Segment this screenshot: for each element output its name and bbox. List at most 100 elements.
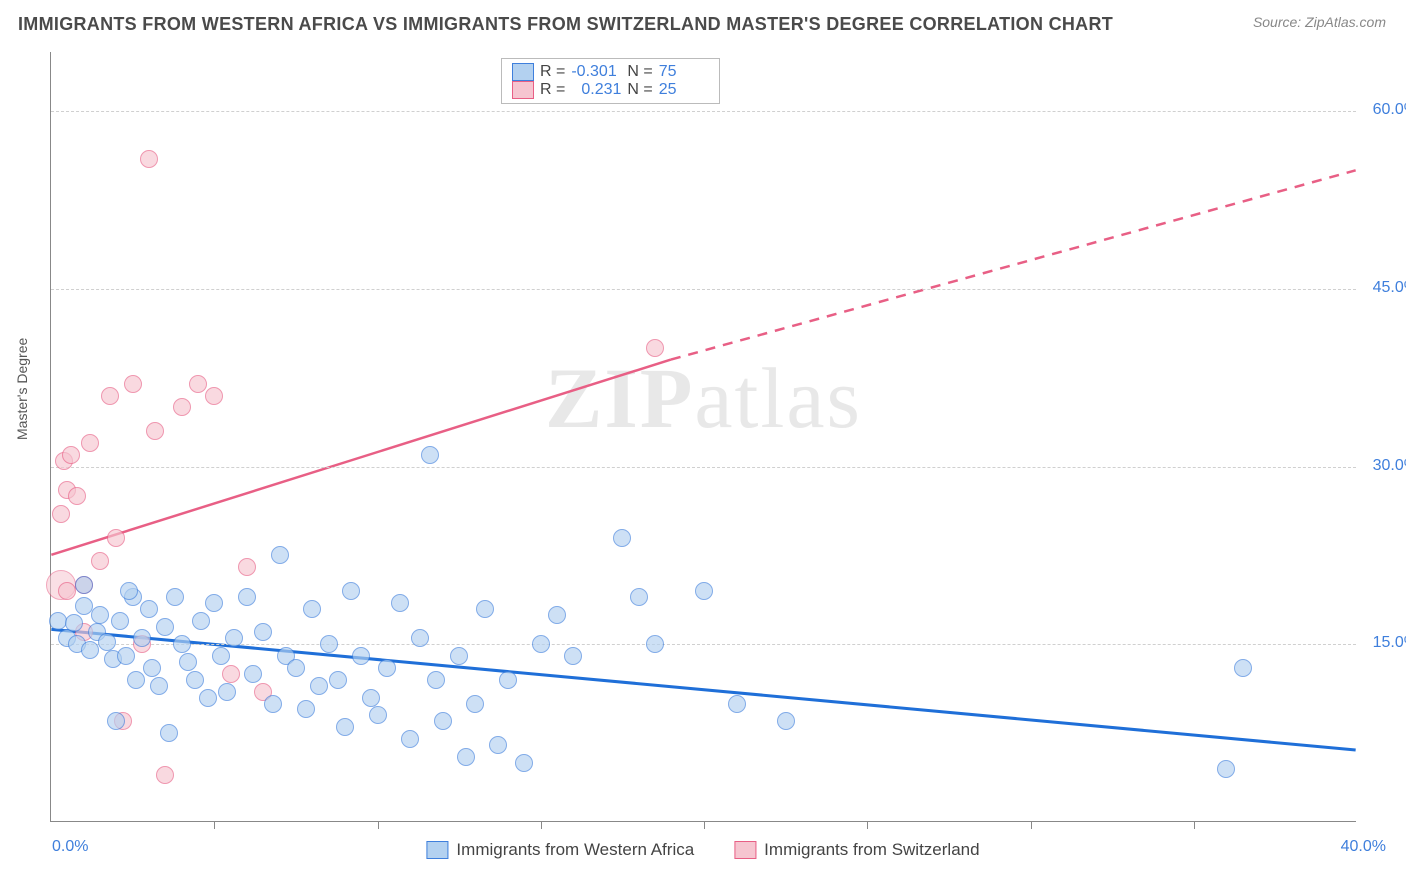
data-point <box>58 582 76 600</box>
series-label-b: Immigrants from Switzerland <box>764 840 979 860</box>
data-point <box>476 600 494 618</box>
y-tick-label: 45.0% <box>1363 279 1406 297</box>
data-point <box>91 606 109 624</box>
tick-mark-x <box>214 821 215 829</box>
data-point <box>52 505 70 523</box>
data-point <box>156 618 174 636</box>
data-point <box>146 422 164 440</box>
data-point <box>120 582 138 600</box>
data-point <box>271 546 289 564</box>
data-point <box>238 588 256 606</box>
legend-item-a: Immigrants from Western Africa <box>426 840 694 860</box>
tick-mark-x <box>378 821 379 829</box>
data-point <box>646 339 664 357</box>
data-point <box>401 730 419 748</box>
data-point <box>111 612 129 630</box>
swatch-icon <box>426 841 448 859</box>
data-point <box>140 600 158 618</box>
swatch-icon <box>734 841 756 859</box>
data-point <box>173 398 191 416</box>
data-point <box>189 375 207 393</box>
data-point <box>124 375 142 393</box>
data-point <box>457 748 475 766</box>
legend-item-b: Immigrants from Switzerland <box>734 840 979 860</box>
data-point <box>564 647 582 665</box>
data-point <box>218 683 236 701</box>
data-point <box>630 588 648 606</box>
data-point <box>81 434 99 452</box>
data-point <box>434 712 452 730</box>
data-point <box>143 659 161 677</box>
data-point <box>320 635 338 653</box>
data-point <box>303 600 321 618</box>
data-point <box>728 695 746 713</box>
data-point <box>499 671 517 689</box>
data-point <box>287 659 305 677</box>
x-tick-max: 40.0% <box>1341 838 1386 856</box>
data-point <box>466 695 484 713</box>
x-tick-min: 0.0% <box>52 838 88 856</box>
data-point <box>101 387 119 405</box>
data-point <box>1217 760 1235 778</box>
n-value-b: 25 <box>659 81 709 99</box>
n-value-a: 75 <box>659 63 709 81</box>
data-point <box>156 766 174 784</box>
data-point <box>91 552 109 570</box>
tick-mark-x <box>704 821 705 829</box>
data-point <box>127 671 145 689</box>
gridline-h <box>51 467 1356 468</box>
legend-row-series-b: R = 0.231 N = 25 <box>512 81 709 99</box>
data-point <box>205 594 223 612</box>
data-point <box>107 712 125 730</box>
data-point <box>329 671 347 689</box>
data-point <box>427 671 445 689</box>
data-point <box>336 718 354 736</box>
data-point <box>133 629 151 647</box>
scatter-plot-area: ZIPatlas R = -0.301 N = 75 R = 0.231 N =… <box>50 52 1356 822</box>
y-tick-label: 60.0% <box>1363 101 1406 119</box>
data-point <box>450 647 468 665</box>
series-legend: Immigrants from Western Africa Immigrant… <box>426 840 979 860</box>
data-point <box>613 529 631 547</box>
data-point <box>310 677 328 695</box>
swatch-icon <box>512 63 534 81</box>
y-axis-label: Master's Degree <box>14 338 30 440</box>
data-point <box>199 689 217 707</box>
data-point <box>68 487 86 505</box>
data-point <box>411 629 429 647</box>
tick-mark-x <box>541 821 542 829</box>
data-point <box>81 641 99 659</box>
chart-title: IMMIGRANTS FROM WESTERN AFRICA VS IMMIGR… <box>18 14 1113 35</box>
data-point <box>192 612 210 630</box>
data-point <box>777 712 795 730</box>
data-point <box>107 529 125 547</box>
r-value-a: -0.301 <box>571 63 621 81</box>
data-point <box>548 606 566 624</box>
data-point <box>98 633 116 651</box>
gridline-h <box>51 289 1356 290</box>
data-point <box>65 614 83 632</box>
data-point <box>515 754 533 772</box>
data-point <box>254 623 272 641</box>
series-label-a: Immigrants from Western Africa <box>456 840 694 860</box>
data-point <box>205 387 223 405</box>
data-point <box>117 647 135 665</box>
data-point <box>166 588 184 606</box>
gridline-h <box>51 111 1356 112</box>
data-point <box>369 706 387 724</box>
data-point <box>342 582 360 600</box>
data-point <box>244 665 262 683</box>
data-point <box>179 653 197 671</box>
data-point <box>264 695 282 713</box>
data-point <box>421 446 439 464</box>
data-point <box>186 671 204 689</box>
data-point <box>75 597 93 615</box>
y-tick-label: 15.0% <box>1363 634 1406 652</box>
data-point <box>62 446 80 464</box>
data-point <box>150 677 168 695</box>
tick-mark-x <box>867 821 868 829</box>
data-point <box>391 594 409 612</box>
r-value-b: 0.231 <box>571 81 621 99</box>
legend-row-series-a: R = -0.301 N = 75 <box>512 63 709 81</box>
data-point <box>1234 659 1252 677</box>
